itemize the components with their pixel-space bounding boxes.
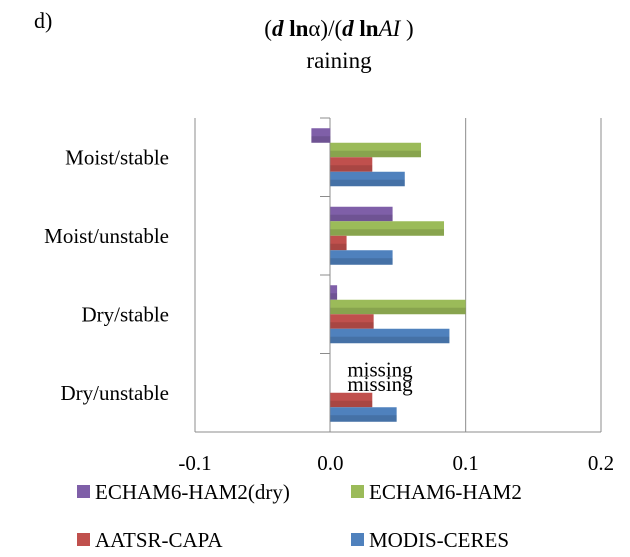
axes <box>195 117 601 433</box>
bar <box>330 235 347 251</box>
bar-shading <box>330 400 373 408</box>
bar <box>330 171 405 187</box>
x-axis-labels: -0.1 0.0 0.1 0.2 <box>178 451 614 475</box>
bar <box>330 157 373 172</box>
x-tick-label: 0.0 <box>317 451 343 475</box>
legend-swatch <box>351 533 364 546</box>
bar-shading <box>330 322 374 329</box>
bar <box>330 407 397 422</box>
legend: ECHAM6-HAM2(dry) ECHAM6-HAM2 AATSR-CAPA MOD… <box>77 480 522 552</box>
title-part: d <box>272 16 284 41</box>
x-tick-label: -0.1 <box>178 451 211 475</box>
bar-shading <box>330 150 422 158</box>
title-part: ln <box>283 16 308 41</box>
gridlines <box>194 118 602 432</box>
bar <box>311 128 331 143</box>
x-tick-label: 0.2 <box>588 451 614 475</box>
missing-annotation: missing <box>347 357 413 381</box>
legend-label: AATSR-CAPA <box>95 528 223 552</box>
chart-subtitle: raining <box>306 48 372 73</box>
chart-title: (d lnα)/(d lnAI ) <box>264 16 413 41</box>
bar <box>330 142 422 158</box>
bar <box>330 285 338 300</box>
bar <box>330 314 374 329</box>
bar-shading <box>311 136 331 143</box>
title-part: ln <box>354 16 379 41</box>
bar-shading <box>330 165 373 172</box>
bar <box>330 250 393 265</box>
category-label: Dry/unstable <box>61 381 169 405</box>
title-part: d <box>342 16 354 41</box>
bar-shading <box>330 336 450 344</box>
title-part: AI <box>377 16 402 41</box>
legend-label: ECHAM6-HAM2 <box>369 480 522 504</box>
title-part: α)/( <box>308 16 342 41</box>
missing-annotation: missing <box>347 372 413 396</box>
panel-label: d) <box>34 8 52 33</box>
y-axis-labels: Moist/stable Moist/unstable Dry/stable Dry/… <box>44 145 169 405</box>
bar-shading <box>330 214 393 222</box>
category-label: Moist/stable <box>65 145 169 169</box>
bar-shading <box>330 293 338 300</box>
bar <box>330 392 373 408</box>
legend-label: ECHAM6-HAM2(dry) <box>95 480 290 504</box>
legend-swatch <box>77 533 90 546</box>
bar <box>330 221 445 236</box>
bar-shading <box>330 243 347 251</box>
category-label: Moist/unstable <box>44 224 169 248</box>
category-label: Dry/stable <box>82 302 169 326</box>
bar-shading <box>330 179 405 187</box>
legend-swatch <box>77 485 90 498</box>
bar-shading <box>330 229 445 236</box>
bar <box>330 299 466 315</box>
legend-label: MODIS-CERES <box>369 528 509 552</box>
legend-swatch <box>351 485 364 498</box>
bar-shading <box>330 415 397 422</box>
bar-shading <box>330 307 466 315</box>
x-tick-label: 0.1 <box>453 451 479 475</box>
title-part: ( <box>264 16 272 41</box>
bar <box>330 328 450 344</box>
title-part: ) <box>400 16 413 41</box>
bar <box>330 206 393 222</box>
bars <box>311 128 466 422</box>
bar-shading <box>330 258 393 265</box>
